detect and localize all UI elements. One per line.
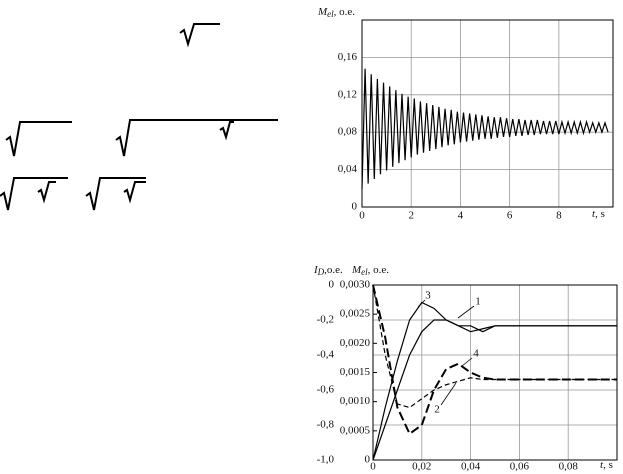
- x-tick-label: 2: [408, 210, 414, 222]
- y2-tick-label: 0,0030: [340, 279, 371, 291]
- axis-symbol: M: [351, 264, 362, 276]
- y-tick-label: -0,6: [317, 384, 335, 396]
- series-label: 3: [425, 290, 431, 302]
- series-label: 2: [434, 404, 440, 416]
- x-tick-label: 6: [507, 210, 513, 222]
- radical: [37, 181, 56, 204]
- series-label: 1: [475, 296, 481, 308]
- y2-tick-label: 0,0020: [340, 337, 371, 349]
- axis-symbol: t: [600, 459, 604, 471]
- formula-fragments: [0, 23, 278, 211]
- radical: [179, 23, 220, 48]
- plot-frame: [361, 19, 614, 208]
- x-tick-label: 0: [370, 461, 376, 473]
- y-tick-label: -1,0: [317, 454, 335, 466]
- series-label: 4: [473, 348, 479, 360]
- y-tick-label: 0,12: [338, 88, 357, 100]
- y2-tick-label: 0,0025: [340, 308, 371, 320]
- y-tick-label: -0,8: [317, 419, 335, 431]
- y2-tick-label: 0,0010: [340, 395, 371, 407]
- y-tick-label: 0: [352, 201, 358, 213]
- radical: [219, 121, 234, 141]
- y2-tick-label: 0: [365, 454, 371, 466]
- y-tick-label: 0: [329, 279, 335, 291]
- x-tick-label: 0,08: [559, 461, 579, 473]
- plot-frame: [372, 284, 618, 461]
- x-tick-label: 8: [556, 210, 562, 222]
- label-leader: [457, 305, 475, 319]
- axis-unit: , o.e.: [334, 6, 356, 18]
- series-line: [372, 301, 617, 461]
- axis-label: t, s: [592, 208, 605, 220]
- y-tick-label: 0,08: [338, 126, 358, 138]
- y-tick-label: 0,04: [338, 163, 358, 175]
- axis-label: t, s: [600, 459, 613, 471]
- axis-label: ID,o.e.: [313, 264, 343, 278]
- chart: 0 2 4 6 8 0 0,04 0,08 0,12 0,16: [338, 19, 614, 222]
- label-leader: [417, 299, 426, 308]
- x-tick-label: 4: [458, 210, 464, 222]
- series-line: [361, 68, 609, 190]
- axis-symbol: t: [592, 208, 596, 220]
- axis-unit: ,o.e.: [324, 264, 343, 276]
- radical: [0, 177, 68, 211]
- axis-symbol: M: [317, 6, 328, 18]
- axis-unit: , s: [603, 459, 613, 471]
- y-tick-label: -0,2: [317, 314, 334, 326]
- y-tick-label: -0,4: [317, 349, 335, 361]
- y2-tick-label: 0,0005: [340, 424, 371, 436]
- axis-label: Mel, o.e.: [317, 6, 355, 20]
- axis-unit: , o.e.: [368, 264, 390, 276]
- radical: [85, 177, 146, 211]
- radical: [123, 181, 146, 204]
- chart: 0 0,02 0,04 0,06 0,080-0,2-0,4-0,6-0,8-1,0 00…: [317, 279, 618, 473]
- x-tick-label: 0: [359, 210, 365, 222]
- radical: [5, 121, 72, 157]
- axis-subscript: el: [361, 267, 368, 277]
- axis-subscript: D: [317, 267, 325, 277]
- x-tick-label: 0,02: [412, 461, 431, 473]
- label-leader: [440, 382, 457, 406]
- label-leader: [461, 357, 473, 367]
- axis-label: Mel, o.e.: [351, 264, 389, 278]
- radical: [115, 119, 278, 157]
- x-tick-label: 0,04: [461, 461, 481, 473]
- axis-unit: , s: [595, 208, 605, 220]
- axis-subscript: el: [327, 9, 334, 19]
- axis-symbol: I: [313, 264, 319, 276]
- y-tick-label: 0,16: [338, 51, 358, 63]
- series-line: [372, 284, 617, 436]
- y2-tick-label: 0,0015: [340, 366, 371, 378]
- x-tick-label: 0,06: [510, 461, 530, 473]
